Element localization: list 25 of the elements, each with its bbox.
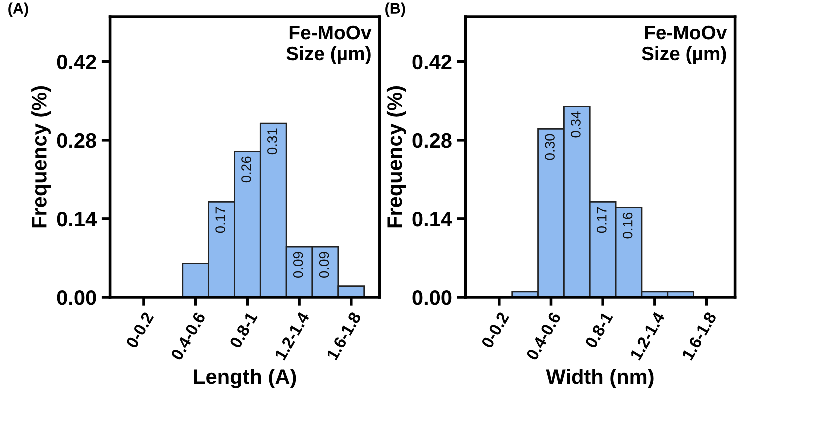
data-label: 0.17: [596, 207, 607, 234]
text: 0.14: [412, 212, 452, 227]
data-label: 0.34: [571, 112, 581, 138]
data-label: 0.09: [293, 252, 304, 278]
annotation: Fe-MoOv Size (µm): [642, 26, 728, 64]
text: 0.42: [57, 54, 96, 70]
data-label: 0.26: [242, 156, 252, 183]
data-label: 0.16: [622, 212, 633, 239]
text: 0.28: [412, 133, 452, 148]
data-label: 0.31: [268, 128, 278, 155]
text: 0.28: [57, 133, 96, 148]
x-axis-title: Width (nm): [546, 368, 654, 388]
data-label: 0.17: [216, 207, 226, 234]
chart-title: (B): [386, 2, 406, 17]
text: 0.14: [57, 212, 97, 227]
y-axis-title: Frequency (%): [386, 86, 406, 228]
x-axis-title: Length (A): [194, 368, 296, 388]
y-axis-title: Frequency (%): [32, 86, 51, 228]
data-label: 0.30: [545, 134, 555, 160]
text: 0.00: [57, 290, 96, 306]
text: 0.42: [412, 54, 452, 70]
data-label: 0.09: [319, 252, 330, 278]
chart-title: (A): [8, 2, 28, 17]
annotation: Fe-MoOv Size (µm): [286, 26, 372, 64]
text: 0.00: [412, 290, 452, 306]
